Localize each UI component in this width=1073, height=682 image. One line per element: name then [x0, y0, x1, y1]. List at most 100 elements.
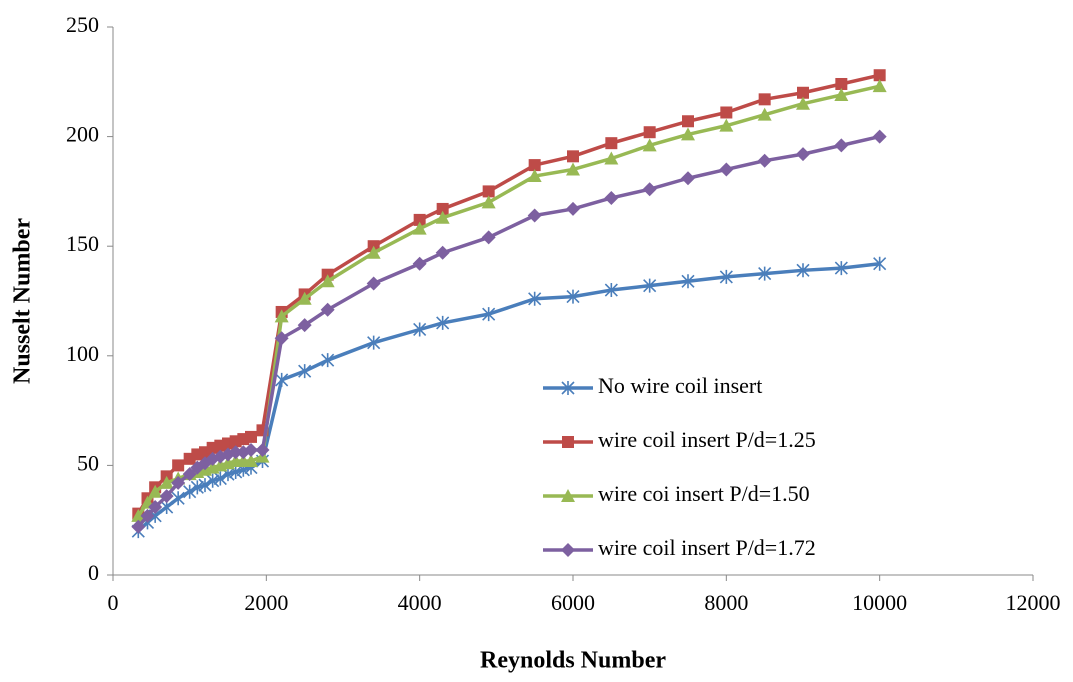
data-point — [566, 201, 580, 216]
data-point — [642, 138, 657, 152]
y-axis-title: Nusselt Number — [10, 218, 36, 384]
data-point — [255, 443, 270, 458]
data-point — [436, 202, 449, 215]
data-point — [275, 372, 289, 387]
x-tick-label: 2000 — [244, 590, 288, 615]
data-point — [198, 478, 212, 493]
y-tick-label: 200 — [66, 122, 99, 147]
data-point — [682, 115, 694, 128]
data-point — [140, 508, 155, 523]
data-point — [604, 283, 618, 298]
data-point — [366, 245, 381, 259]
data-point — [320, 274, 335, 288]
data-point — [131, 519, 146, 534]
data-point — [436, 315, 450, 330]
data-point — [643, 126, 656, 139]
data-point — [796, 96, 810, 110]
data-point — [719, 162, 734, 177]
data-point — [681, 274, 695, 289]
data-point — [244, 443, 258, 458]
y-tick-label: 250 — [66, 12, 99, 37]
data-point — [872, 79, 887, 93]
data-point — [413, 322, 427, 337]
data-point — [873, 256, 887, 271]
legend-marker — [561, 381, 575, 395]
data-point — [172, 459, 185, 472]
x-tick-label: 10000 — [852, 590, 907, 615]
data-point — [720, 106, 733, 119]
x-tick-label: 12000 — [1006, 590, 1061, 615]
data-point — [834, 138, 849, 153]
data-point — [872, 129, 887, 144]
data-point — [206, 473, 220, 488]
data-point — [873, 69, 886, 82]
data-point — [796, 147, 810, 162]
data-point — [171, 475, 186, 490]
data-point — [412, 221, 427, 235]
data-point — [274, 331, 289, 346]
data-point — [834, 261, 848, 276]
data-point — [527, 208, 542, 223]
data-point — [528, 159, 541, 172]
x-axis-title: Reynolds Number — [480, 648, 666, 674]
data-point — [757, 107, 772, 121]
data-point — [182, 467, 197, 482]
data-point — [566, 162, 580, 176]
data-point — [797, 86, 809, 99]
legend-label: wire coil insert P/d=1.25 — [598, 427, 816, 452]
data-point — [481, 230, 496, 245]
data-point — [605, 137, 618, 150]
data-point — [321, 353, 335, 368]
data-point — [642, 182, 657, 197]
legend-label: wire coil insert P/d=1.72 — [598, 535, 816, 560]
data-point — [681, 127, 695, 141]
legend-marker — [561, 489, 575, 502]
data-point — [719, 118, 734, 132]
data-point — [796, 263, 810, 278]
data-point — [681, 171, 695, 186]
data-point — [567, 150, 579, 163]
data-point — [274, 309, 289, 323]
x-tick-label: 4000 — [398, 590, 442, 615]
data-point — [757, 153, 772, 168]
data-point — [482, 307, 496, 322]
legend-label: wire coi insert P/d=1.50 — [598, 481, 810, 506]
data-point — [758, 266, 772, 281]
data-point — [412, 256, 427, 271]
data-point — [148, 484, 163, 498]
x-tick-label: 6000 — [551, 590, 595, 615]
data-point — [643, 278, 657, 293]
x-tick-label: 8000 — [704, 590, 748, 615]
data-point — [159, 475, 174, 489]
legend-marker — [562, 436, 574, 448]
data-point — [131, 508, 146, 522]
y-tick-label: 0 — [88, 560, 99, 585]
data-point — [435, 245, 450, 260]
data-point — [604, 190, 619, 205]
data-point — [298, 364, 312, 379]
x-tick-label: 0 — [108, 590, 119, 615]
data-point — [245, 430, 257, 443]
data-point — [527, 169, 542, 183]
y-tick-label: 50 — [77, 450, 99, 475]
data-point — [435, 210, 450, 224]
data-point — [159, 489, 174, 504]
data-point — [367, 335, 381, 350]
y-tick-label: 150 — [66, 231, 99, 256]
data-point — [297, 291, 312, 305]
data-point — [171, 491, 185, 506]
data-point — [604, 151, 619, 165]
data-point — [228, 445, 243, 460]
data-point — [148, 500, 163, 515]
legend-marker — [561, 543, 575, 557]
y-tick-label: 100 — [66, 341, 99, 366]
data-point — [320, 302, 335, 317]
data-point — [366, 276, 381, 291]
data-point — [297, 318, 312, 333]
data-point — [566, 289, 580, 304]
data-point — [834, 87, 849, 101]
data-point — [244, 454, 258, 468]
data-point — [213, 471, 227, 486]
data-point — [413, 213, 426, 226]
data-point — [482, 185, 495, 198]
